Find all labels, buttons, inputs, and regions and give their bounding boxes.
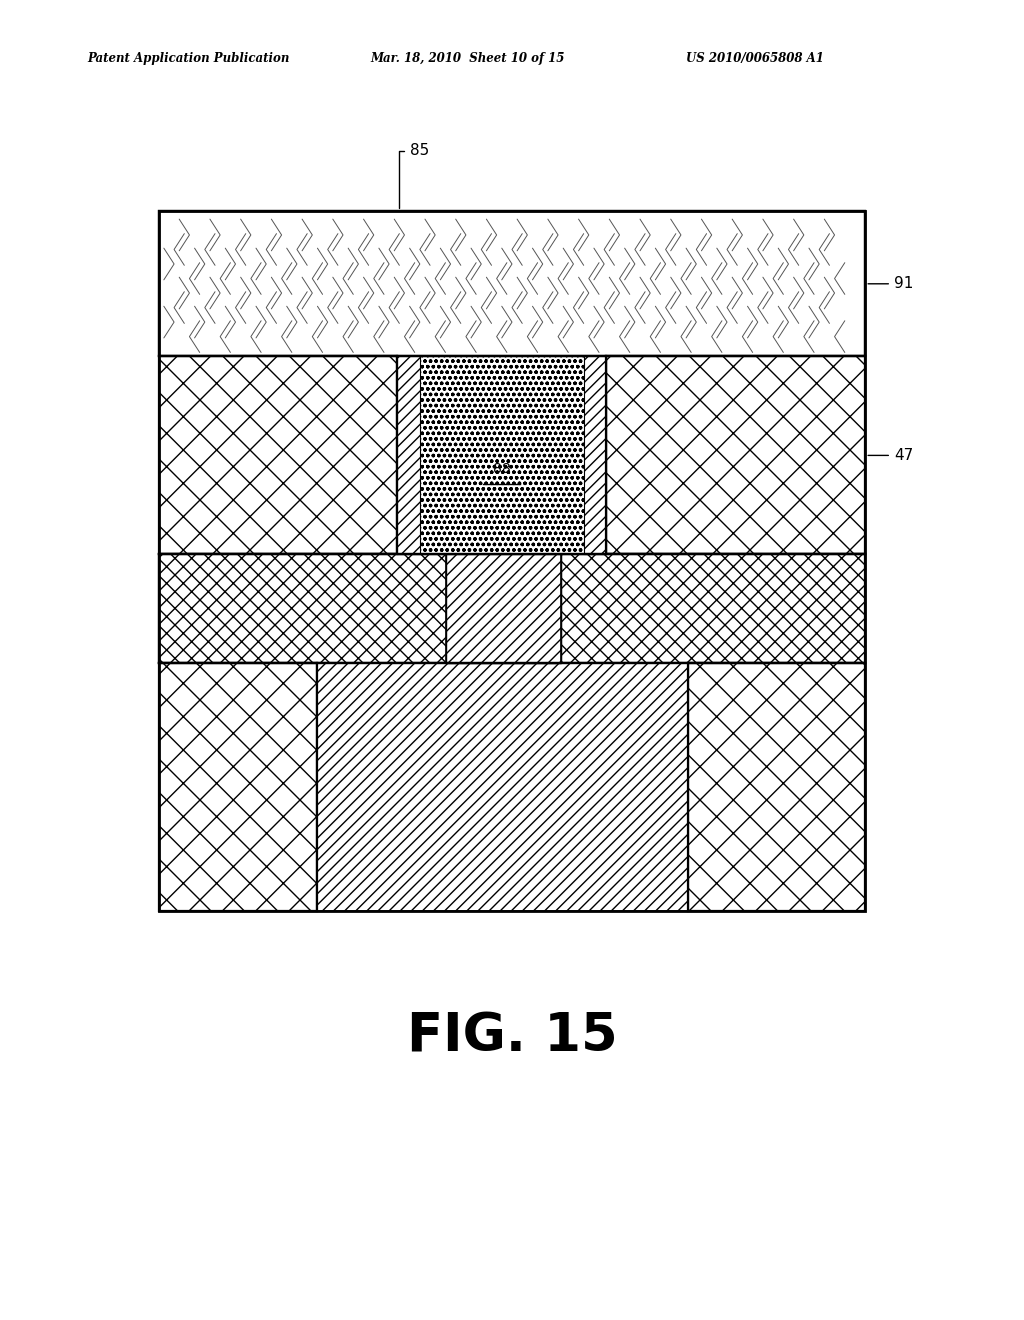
Bar — [397, 356, 420, 554]
Text: 85: 85 — [399, 144, 429, 209]
Bar — [397, 356, 606, 554]
Text: FIG. 15: FIG. 15 — [407, 1010, 617, 1063]
Bar — [159, 356, 397, 554]
Text: 88: 88 — [493, 462, 511, 475]
Bar — [159, 554, 865, 663]
Bar — [446, 554, 561, 663]
Text: US 2010/0065808 A1: US 2010/0065808 A1 — [686, 51, 824, 65]
Text: 47: 47 — [868, 447, 913, 463]
Bar — [584, 356, 606, 554]
Bar — [159, 554, 446, 663]
Bar — [446, 554, 561, 663]
Text: Mar. 18, 2010  Sheet 10 of 15: Mar. 18, 2010 Sheet 10 of 15 — [371, 51, 565, 65]
Bar — [606, 356, 865, 554]
Text: 91: 91 — [868, 276, 913, 292]
Bar — [159, 211, 865, 356]
Bar — [159, 211, 865, 356]
Bar — [688, 663, 865, 911]
Bar — [159, 663, 317, 911]
Bar — [159, 211, 865, 911]
Text: Patent Application Publication: Patent Application Publication — [87, 51, 290, 65]
Bar — [561, 554, 865, 663]
Bar — [317, 663, 688, 911]
